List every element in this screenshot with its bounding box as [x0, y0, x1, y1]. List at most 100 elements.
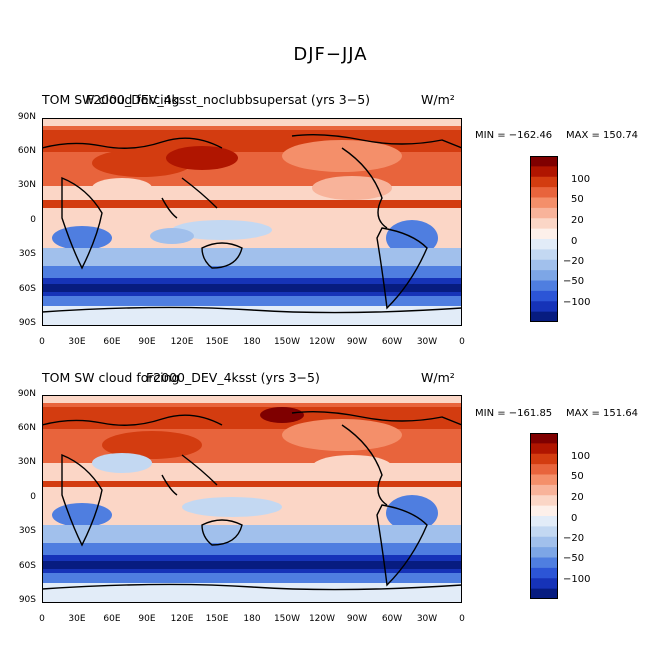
contour-band	[42, 296, 462, 306]
colorbar-swatch	[530, 516, 558, 527]
colorbar-label: −50	[563, 276, 585, 287]
min-label: MIN = −161.85	[475, 408, 553, 419]
colorbar-label: 0	[571, 236, 578, 247]
contour-blob	[92, 178, 152, 198]
colorbar-swatch	[530, 453, 558, 465]
lon-label: 60W	[381, 337, 403, 347]
colorbar-frame	[530, 156, 558, 322]
contour-blob	[282, 140, 402, 172]
colorbar-swatch	[530, 567, 558, 579]
contour-blob	[312, 176, 392, 200]
colorbar-swatch	[530, 207, 558, 219]
map-frame	[42, 118, 462, 326]
colorbar-swatch	[530, 259, 558, 271]
contour-band	[42, 266, 462, 280]
contour-band	[42, 525, 462, 543]
lon-label: 90W	[346, 614, 368, 624]
lon-label: 90E	[138, 337, 156, 347]
units-label: W/m²	[421, 92, 455, 107]
colorbar-label: 20	[571, 492, 584, 503]
colorbar-label: 50	[571, 471, 584, 482]
colorbar-swatch	[530, 588, 558, 599]
colorbar-swatch	[530, 176, 558, 188]
contour-band	[42, 306, 462, 326]
colorbar-swatch	[530, 526, 558, 538]
lon-label: 60E	[103, 337, 121, 347]
colorbar-swatch	[530, 187, 558, 199]
lon-label: 120W	[308, 337, 336, 347]
lat-label: 90N	[17, 112, 36, 122]
lon-label: 0	[39, 337, 45, 347]
lat-label: 0	[30, 215, 36, 225]
colorbar-swatch	[530, 557, 558, 569]
colorbar-swatch	[530, 197, 558, 209]
contour-band	[42, 248, 462, 266]
colorbar-label: −100	[563, 574, 591, 585]
lat-label: 30S	[18, 249, 36, 259]
lon-label: 150E	[205, 337, 229, 347]
lon-label: 120E	[170, 337, 194, 347]
panel-title-left: TOM SW cloud forcing	[42, 92, 180, 107]
panel-title-overlap: F2000_DEV_4ksst (yrs 3−5)	[146, 370, 320, 385]
colorbar-label: 100	[571, 174, 591, 185]
lon-label: 90E	[138, 614, 156, 624]
colorbar-swatch	[530, 156, 558, 167]
lat-label: 60S	[18, 561, 36, 571]
colorbar-swatch	[530, 166, 558, 178]
map-frame	[42, 395, 462, 603]
contour-blob	[92, 453, 152, 473]
colorbar-swatch	[530, 547, 558, 559]
panel-title-left: TOM SW cloud forcing	[42, 370, 180, 385]
lat-label: 60S	[18, 284, 36, 294]
lon-label: 150E	[205, 614, 229, 624]
colorbar-swatch	[530, 239, 558, 250]
colorbar-swatch	[530, 578, 558, 590]
lon-label: 30W	[416, 614, 438, 624]
contour-band	[42, 130, 462, 152]
lon-label: 90W	[346, 337, 368, 347]
min-label: MIN = −162.46	[475, 130, 553, 141]
contour-band	[42, 284, 462, 292]
contour-blob	[282, 419, 402, 451]
units-label: W/m²	[421, 370, 455, 385]
colorbar-swatch	[530, 311, 558, 322]
colorbar-label: −20	[563, 533, 585, 544]
lat-label: 0	[30, 492, 36, 502]
colorbar	[530, 156, 558, 322]
panel-title-overlap: F2000_DEV_4ksst_noclubbsupersat (yrs 3−5…	[86, 92, 371, 107]
lon-label: 60W	[381, 614, 403, 624]
colorbar-swatch	[530, 495, 558, 507]
colorbar-swatch	[530, 484, 558, 496]
contour-band	[42, 573, 462, 583]
colorbar-swatch	[530, 249, 558, 261]
lat-label: 90S	[18, 318, 36, 328]
lon-label: 0	[39, 614, 45, 624]
contour-band	[42, 200, 462, 208]
lat-label: 90N	[17, 389, 36, 399]
colorbar-label: 20	[571, 215, 584, 226]
lat-label: 60N	[17, 146, 36, 156]
contour-band	[42, 561, 462, 569]
colorbar-swatch	[530, 270, 558, 282]
colorbar-swatch	[530, 280, 558, 292]
colorbar-swatch	[530, 218, 558, 230]
contour-blob	[172, 220, 272, 240]
max-label: MAX = 151.64	[566, 408, 639, 419]
lon-label: 120W	[308, 614, 336, 624]
coastlines	[42, 133, 462, 314]
lat-label: 30S	[18, 526, 36, 536]
lon-label: 180	[243, 614, 261, 624]
lon-label: 30E	[68, 337, 86, 347]
colorbar-swatch	[530, 301, 558, 313]
colorbar-swatches	[530, 156, 558, 322]
figure-title: DJF−JJA	[293, 44, 368, 65]
lon-label: 30W	[416, 337, 438, 347]
lat-label: 30N	[17, 180, 36, 190]
colorbar-label: 100	[571, 451, 591, 462]
contour-blob	[312, 455, 392, 479]
contour-blob	[102, 431, 202, 459]
lon-label: 0	[459, 337, 465, 347]
colorbar-swatch	[530, 464, 558, 476]
colorbar-swatch	[530, 290, 558, 302]
contour-blob	[166, 146, 238, 170]
